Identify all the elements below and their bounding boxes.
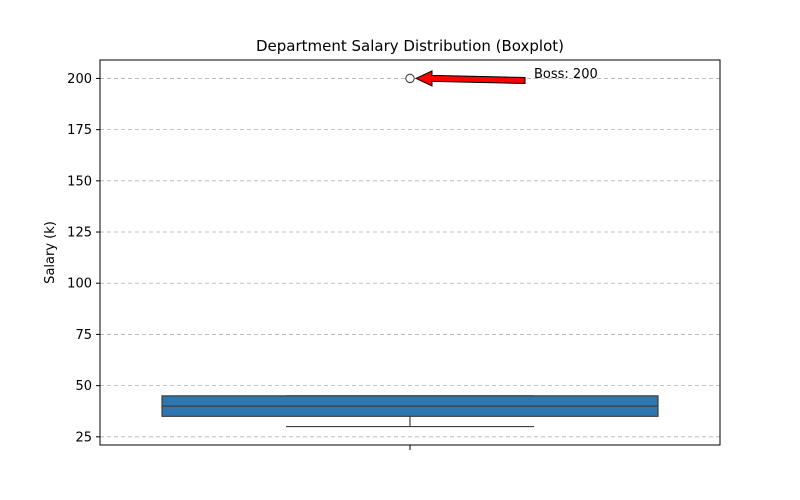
- outlier-point: [405, 73, 415, 84]
- y-tick-label: 25: [75, 430, 92, 445]
- gridlines: [100, 78, 720, 438]
- y-tick-label: 200: [67, 72, 92, 87]
- y-tick-label: 50: [75, 379, 92, 394]
- outliers: [405, 73, 415, 84]
- axes-frame: [99, 59, 721, 446]
- y-axis: 25 50 75 100 125 150 175 200: [67, 72, 100, 445]
- y-tick-label: 100: [67, 277, 92, 292]
- y-tick-label: 150: [67, 174, 92, 189]
- boxplot: [161, 395, 659, 428]
- chart-title: Department Salary Distribution (Boxplot): [256, 37, 564, 55]
- y-axis-label: Salary (k): [43, 221, 58, 284]
- y-tick-label: 125: [67, 226, 92, 241]
- y-tick-label: 75: [75, 328, 92, 343]
- annotation: Boss: 200: [414, 67, 598, 87]
- y-tick-label: 175: [67, 123, 92, 138]
- annotation-arrow: [414, 70, 526, 87]
- annotation-label: Boss: 200: [534, 67, 598, 82]
